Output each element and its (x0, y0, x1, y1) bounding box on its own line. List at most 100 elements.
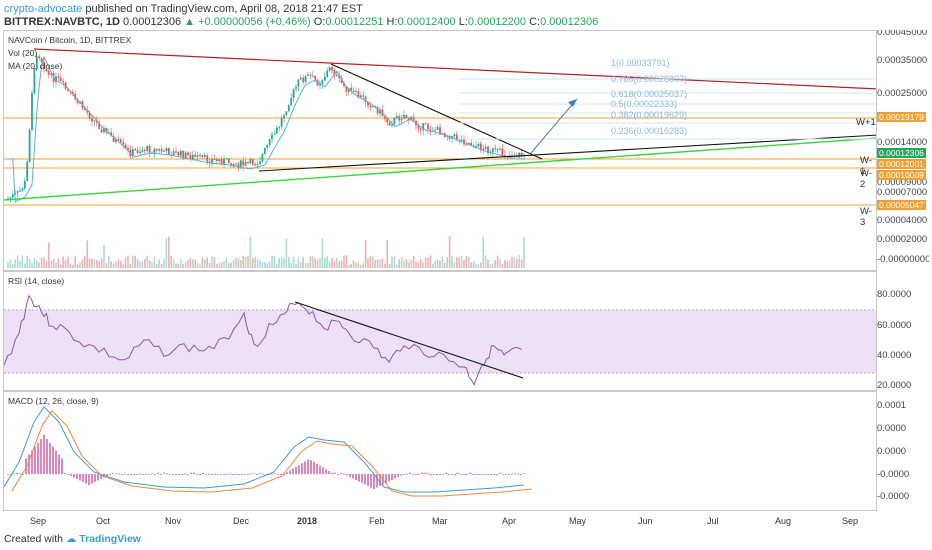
candle-body (249, 159, 252, 164)
candle-body (194, 154, 197, 157)
candle-body (242, 160, 245, 166)
candle-body (35, 56, 38, 69)
low-value: 0.00012200 (467, 16, 527, 28)
rsi-tick: 80.0000 (877, 289, 912, 300)
footer: Created with ☁ TradingView (4, 533, 141, 545)
volume-bar (504, 260, 506, 268)
author-link[interactable]: crypto-advocate (4, 3, 83, 15)
candle-body (115, 138, 117, 142)
rsi-axis[interactable]: 80.0000 60.0000 40.0000 20.0000 (877, 271, 929, 391)
candle-body (295, 86, 297, 89)
time-tick: Mar (432, 516, 448, 526)
volume-bar (261, 262, 264, 268)
volume-bar (33, 258, 36, 268)
macd-hist-bar (25, 458, 27, 474)
volume-bar (326, 256, 328, 268)
candle-body (343, 82, 345, 86)
volume-bar (196, 262, 199, 268)
volume-bar (343, 255, 345, 268)
macd-hist-bar (469, 472, 471, 474)
macd-hist-bar (70, 474, 72, 476)
open-label: O: (313, 16, 326, 28)
rsi-pane[interactable]: RSI (14, close) (3, 271, 877, 391)
candle-body (352, 90, 355, 92)
volume-bar (64, 260, 67, 268)
ma-line (8, 55, 524, 203)
macd-axis[interactable]: 0.0001 0.0000 0.0000 -0.0000 -0.0000 (877, 391, 929, 511)
volume-bar (38, 262, 40, 268)
volume-bar (319, 258, 321, 268)
macd-hist-bar (391, 474, 393, 480)
macd-hist-bar (76, 474, 78, 479)
price-chart-pane[interactable]: NAVCoin / Bitcoin, 1D, BITTREX Vol (20) … (3, 30, 877, 271)
macd-hist-bar (313, 462, 315, 474)
macd-hist-bar (394, 474, 396, 479)
volume-bar (345, 255, 348, 268)
candle-body (503, 154, 506, 157)
volume-bar (100, 258, 103, 268)
macd-tick: -0.0000 (877, 491, 910, 502)
candle-body (515, 156, 518, 158)
candle-body (223, 158, 225, 165)
candle-body (347, 87, 350, 92)
volume-bar (288, 257, 290, 268)
time-tick: Jul (707, 516, 719, 526)
candle-body (62, 80, 65, 83)
macd-hist-bar (349, 474, 351, 477)
candle-body (206, 155, 209, 162)
rsi-svg[interactable] (4, 272, 877, 391)
candle-body (175, 151, 177, 153)
candle-body (141, 149, 144, 152)
macd-hist-bar (196, 473, 198, 475)
volume-bar (36, 260, 38, 268)
volume-bar (160, 264, 163, 268)
volume-bar (348, 264, 350, 268)
volume-bar (429, 255, 432, 268)
volume-bar (465, 256, 468, 268)
macd-hist-bar (109, 474, 111, 475)
volume-bar (9, 259, 12, 268)
volume-bar (307, 262, 309, 268)
macd-hist-bar (418, 474, 420, 475)
current-price-badge: 0.00012306 (877, 148, 926, 158)
macd-hist-bar (433, 473, 435, 475)
volume-bar (434, 260, 436, 268)
tradingview-logo[interactable]: TradingView (79, 533, 141, 545)
volume-bar (201, 257, 204, 268)
volume-bar (228, 263, 230, 268)
candle-body (359, 95, 362, 98)
candle-body (297, 79, 300, 87)
macd-hist-bar (352, 474, 354, 479)
candle-body (410, 116, 413, 120)
high-value: 0.00012400 (397, 16, 456, 28)
volume-bar (28, 258, 31, 268)
volume-bar (518, 255, 520, 268)
price-axis[interactable]: 0.00045000 0.00035000 0.00025000 0.00014… (877, 30, 929, 271)
macd-hist-bar (157, 472, 159, 474)
candle-body (364, 96, 367, 103)
macd-hist-bar (121, 474, 123, 475)
macd-hist-bar (460, 474, 462, 476)
macd-pane[interactable]: MACD (12, 26, close, 9) (3, 391, 877, 511)
macd-svg[interactable] (4, 392, 877, 511)
price-change: ▲ +0.00000056 (+0.46%) (184, 16, 311, 28)
price-chart-svg[interactable] (4, 31, 877, 271)
time-tick: Oct (96, 516, 111, 526)
candle-body (112, 135, 115, 142)
candle-body (160, 148, 163, 152)
candle-body (345, 85, 348, 92)
candle-body (189, 155, 192, 160)
macd-hist-bar (484, 473, 486, 475)
volume-bar (192, 258, 194, 268)
volume-bar (355, 262, 357, 268)
candle-body (251, 159, 254, 165)
candle-body (7, 198, 9, 200)
candle-body (232, 163, 235, 167)
macd-tick: 0.0000 (877, 446, 907, 457)
cloud-icon: ☁ (65, 533, 77, 545)
macd-hist-bar (343, 473, 345, 475)
macd-hist-bar (106, 474, 108, 476)
macd-hist-bar (202, 472, 204, 474)
volume-bar (350, 264, 352, 268)
candle-body (136, 150, 139, 154)
